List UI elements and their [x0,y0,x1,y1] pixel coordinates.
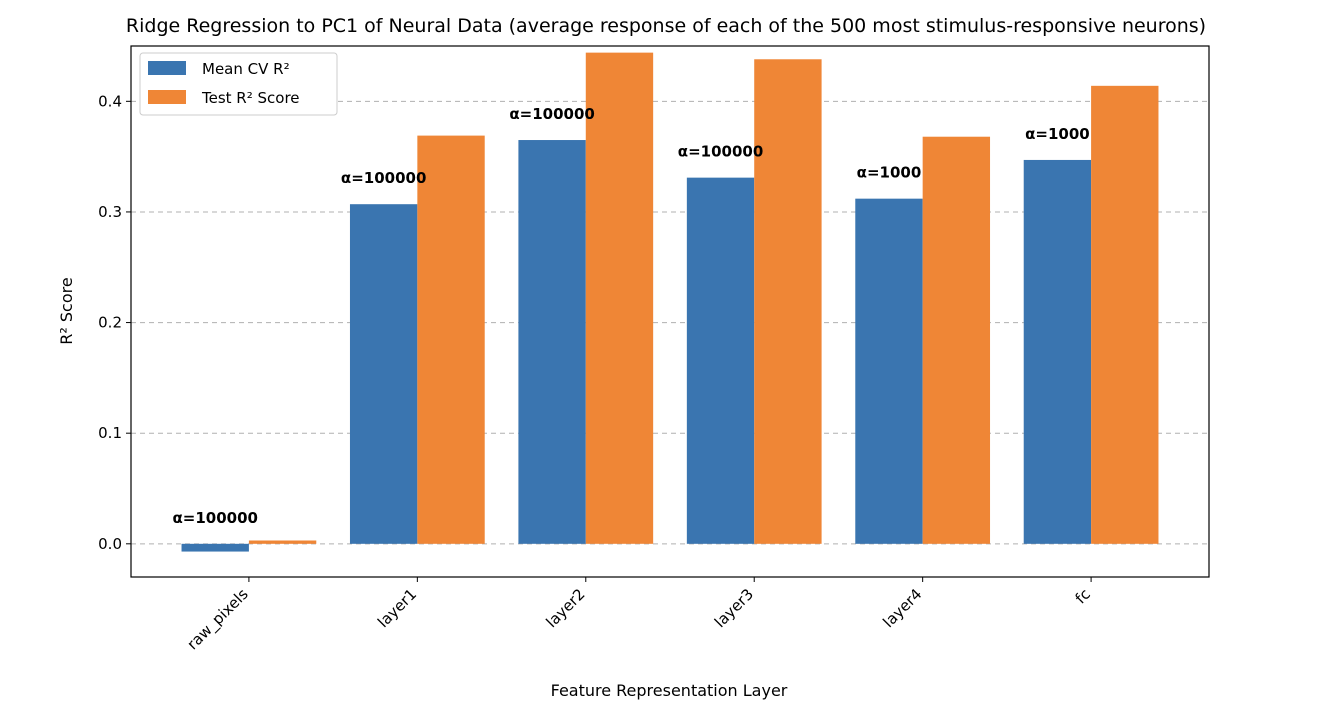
legend-label-test: Test R² Score [201,89,300,107]
x-tick-label: raw_pixels [184,585,253,654]
y-tick-label: 0.0 [98,535,122,553]
y-tick-label: 0.3 [98,203,122,221]
y-tick-label: 0.2 [98,314,122,332]
x-tick-label: layer2 [543,585,589,631]
bar-layer1-series-1 [417,135,485,544]
bar-raw_pixels-series-0 [181,543,249,552]
alpha-annotation: α=1000 [1025,125,1090,143]
legend-box [139,52,338,116]
y-axis-ticks: 0.0 0.1 0.2 0.3 0.4 [98,92,131,553]
bars [181,52,1159,552]
bar-fc-series-0 [1023,159,1092,544]
alpha-annotation: α=1000 [857,164,922,182]
alpha-annotation: α=100000 [509,105,595,123]
x-tick-label: layer4 [879,585,925,631]
y-axis-label: R² Score [57,277,76,344]
chart-title: Ridge Regression to PC1 of Neural Data (… [126,15,1206,37]
bar-layer4-series-0 [855,198,923,544]
x-tick-label: layer1 [374,585,420,631]
bar-layer3-series-1 [754,59,822,544]
alpha-annotation: α=100000 [341,169,427,187]
x-axis-label: Feature Representation Layer [551,681,788,700]
alpha-annotation: α=100000 [172,509,258,527]
bar-layer3-series-0 [686,177,755,544]
legend-label-mean-cv: Mean CV R² [202,60,290,78]
legend: Mean CV R² Test R² Score [139,52,338,116]
x-tick-label: fc [1072,585,1094,607]
bar-layer2-series-1 [585,52,654,544]
alpha-labels: α=100000 α=100000 α=100000 α=100000 α=1000 α=… [172,105,1089,527]
y-tick-label: 0.4 [98,92,122,110]
bar-layer1-series-0 [349,204,418,544]
bar-raw_pixels-series-1 [248,540,317,544]
legend-swatch-mean-cv [148,61,186,75]
bar-layer4-series-1 [922,136,991,544]
x-axis-ticks: raw_pixels layer1 layer2 layer3 layer4 fc [184,577,1094,654]
y-tick-label: 0.1 [98,424,122,442]
bar-layer2-series-0 [518,140,586,544]
bar-fc-series-1 [1091,85,1159,544]
alpha-annotation: α=100000 [678,143,764,161]
plot-frame [130,45,1210,578]
legend-swatch-test [148,90,186,104]
x-tick-label: layer3 [711,585,757,631]
